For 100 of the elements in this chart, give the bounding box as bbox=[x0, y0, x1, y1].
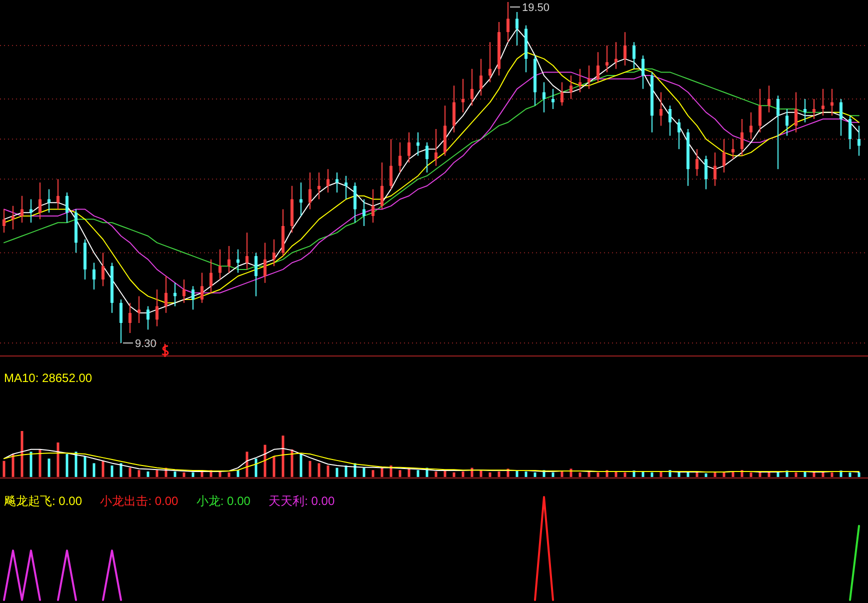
bar bbox=[768, 472, 770, 477]
candlestick bbox=[552, 88, 554, 110]
candlestick bbox=[714, 152, 716, 186]
candlestick bbox=[408, 132, 410, 163]
candlestick bbox=[740, 118, 744, 156]
bar bbox=[272, 456, 276, 477]
bar bbox=[722, 472, 726, 477]
bar bbox=[398, 470, 402, 477]
candlestick bbox=[354, 182, 356, 224]
bar bbox=[488, 472, 492, 477]
bar bbox=[48, 458, 50, 477]
candlestick bbox=[264, 242, 266, 284]
bar bbox=[200, 471, 204, 477]
bar bbox=[462, 471, 464, 477]
bar bbox=[156, 470, 158, 477]
bar bbox=[794, 472, 798, 477]
bar bbox=[534, 472, 536, 477]
candlestick bbox=[200, 272, 204, 304]
bar bbox=[300, 454, 302, 477]
candlestick bbox=[848, 115, 852, 150]
candlestick bbox=[146, 306, 150, 330]
candlestick bbox=[12, 205, 14, 230]
candlestick bbox=[164, 276, 168, 314]
candlestick bbox=[542, 82, 546, 113]
candlestick bbox=[768, 85, 770, 113]
bar bbox=[246, 452, 248, 477]
bar bbox=[146, 471, 150, 477]
candlestick bbox=[390, 138, 392, 190]
bar bbox=[552, 472, 554, 477]
candlestick bbox=[254, 252, 258, 297]
bar bbox=[308, 460, 312, 477]
bar bbox=[696, 472, 698, 477]
bar bbox=[30, 452, 32, 477]
candlestick bbox=[92, 262, 96, 290]
bar bbox=[174, 471, 176, 477]
bar bbox=[282, 436, 284, 477]
annotation: 9.30 bbox=[135, 338, 156, 350]
candlestick bbox=[596, 52, 600, 83]
bar bbox=[372, 470, 374, 477]
candlestick bbox=[642, 54, 644, 90]
bar bbox=[102, 460, 104, 477]
candlestick bbox=[660, 92, 662, 126]
candlestick bbox=[2, 208, 6, 234]
candlestick bbox=[488, 42, 492, 83]
bar bbox=[498, 471, 500, 477]
bar bbox=[750, 472, 752, 477]
candlestick bbox=[128, 302, 132, 334]
bar bbox=[650, 472, 654, 477]
candlestick bbox=[516, 12, 518, 46]
candlestick bbox=[398, 142, 402, 173]
bar bbox=[2, 460, 6, 477]
candlestick bbox=[750, 112, 752, 140]
bar bbox=[318, 463, 320, 477]
candlestick bbox=[192, 286, 194, 310]
bar bbox=[416, 470, 420, 477]
candlestick bbox=[336, 172, 338, 194]
bar bbox=[434, 471, 438, 477]
candlestick bbox=[30, 198, 32, 224]
candlestick bbox=[668, 105, 672, 136]
candlestick bbox=[614, 42, 618, 70]
bar bbox=[38, 449, 42, 477]
bar bbox=[326, 466, 330, 477]
bar bbox=[848, 472, 852, 477]
bar bbox=[560, 471, 564, 477]
bar bbox=[128, 468, 132, 477]
bar bbox=[344, 466, 348, 477]
candlestick bbox=[840, 98, 842, 136]
bar bbox=[20, 431, 24, 477]
candlestick bbox=[120, 299, 122, 344]
bar bbox=[290, 449, 294, 477]
bar bbox=[110, 466, 114, 477]
candlestick bbox=[506, 2, 510, 43]
candlestick bbox=[380, 162, 384, 210]
candlestick bbox=[174, 282, 176, 307]
bar bbox=[858, 472, 860, 477]
text: 小龙: 0.00 bbox=[196, 494, 251, 508]
candlestick bbox=[794, 92, 798, 133]
bar bbox=[182, 472, 186, 477]
text: 天天利: 0.00 bbox=[268, 494, 335, 508]
bar bbox=[660, 471, 662, 477]
candlestick bbox=[632, 42, 636, 70]
candlestick bbox=[578, 68, 582, 93]
candlestick bbox=[236, 248, 240, 274]
candlestick bbox=[858, 125, 860, 156]
candlestick bbox=[210, 258, 212, 294]
candlestick bbox=[560, 82, 564, 106]
bar bbox=[596, 472, 600, 477]
bar bbox=[56, 442, 60, 477]
bar bbox=[380, 468, 384, 477]
candlestick bbox=[48, 188, 50, 214]
candlestick bbox=[786, 108, 788, 136]
candlestick bbox=[344, 175, 348, 200]
candlestick bbox=[758, 88, 762, 133]
bar bbox=[138, 470, 140, 477]
candlestick bbox=[804, 98, 806, 123]
candlestick bbox=[732, 138, 734, 160]
candlestick bbox=[722, 138, 726, 173]
candlestick bbox=[704, 155, 708, 190]
bar bbox=[66, 454, 68, 477]
candlestick bbox=[182, 278, 186, 304]
